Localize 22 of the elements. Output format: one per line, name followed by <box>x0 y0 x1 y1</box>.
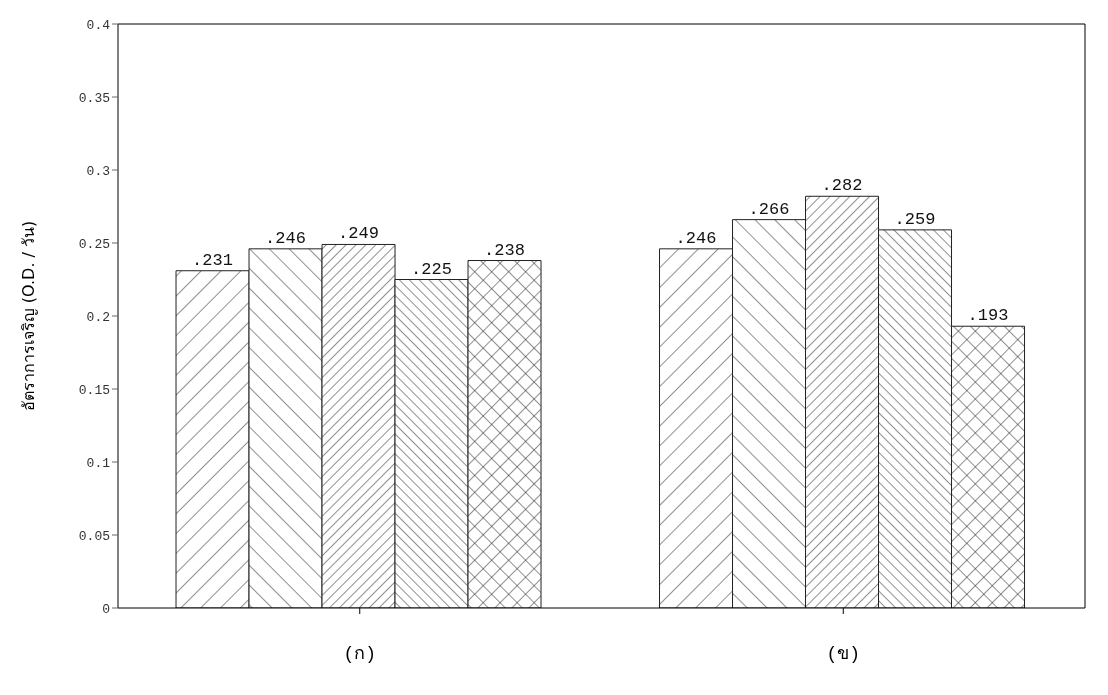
y-tick-label: 0.4 <box>86 17 111 33</box>
y-axis-title: อัตราการเจริญ (O.D. / วัน) <box>18 220 38 412</box>
y-tick-label: 0.05 <box>78 528 110 544</box>
data-label: .225 <box>411 259 452 279</box>
y-tick-label: 0.1 <box>86 455 111 471</box>
data-label: .246 <box>675 228 717 248</box>
y-tick-label: 0.2 <box>86 309 110 325</box>
data-label: .249 <box>338 224 379 244</box>
data-label: .231 <box>192 250 233 270</box>
y-tick-label: 0.15 <box>78 382 110 398</box>
y-tick-label: 0.3 <box>86 163 110 179</box>
data-label: .266 <box>748 199 790 219</box>
x-tick-label: (ก) <box>343 643 377 664</box>
y-tick-label: 0.25 <box>78 236 110 252</box>
data-label: .238 <box>484 240 525 260</box>
x-tick-label: (ข) <box>826 643 861 664</box>
y-tick-label: 0 <box>102 601 110 617</box>
data-label: .259 <box>894 209 936 229</box>
data-label: .282 <box>821 176 863 196</box>
y-tick-label: 0.35 <box>78 90 110 106</box>
data-label: .246 <box>265 228 306 248</box>
data-label: .193 <box>967 306 1009 326</box>
